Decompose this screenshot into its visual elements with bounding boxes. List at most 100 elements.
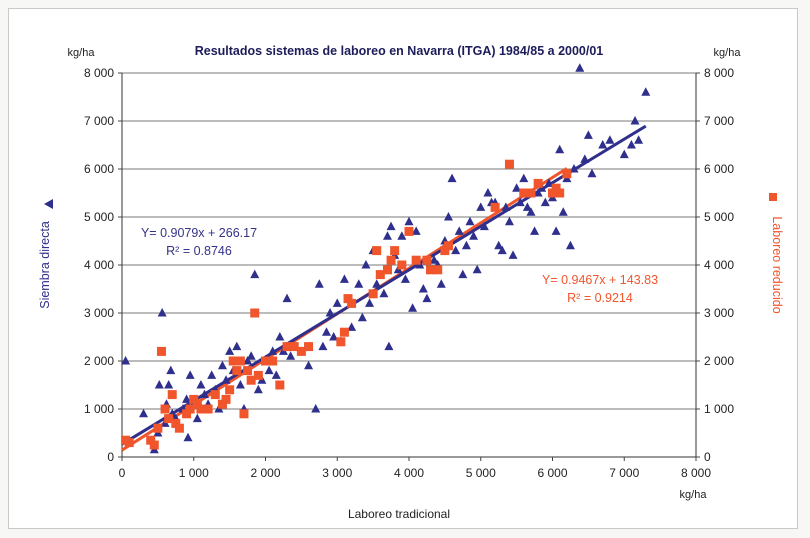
siembra-directa-point <box>200 389 210 399</box>
x-tick-label: 8 000 <box>681 466 711 480</box>
laboreo-reducido-point <box>390 246 400 256</box>
x-tick-label: 1 000 <box>179 466 209 480</box>
siembra-directa-point <box>526 207 536 216</box>
siembra-directa-point <box>357 312 367 322</box>
laboreo-reducido-point <box>504 159 514 169</box>
laboreo-reducido-point <box>372 246 382 256</box>
laboreo-reducido-point <box>433 265 443 275</box>
r2-siembra-directa: R² = 0.8746 <box>166 244 232 258</box>
siembra-directa-point <box>504 216 514 226</box>
laboreo-reducido-point <box>282 342 292 352</box>
y-right-tick-label: 4 000 <box>704 258 734 272</box>
laboreo-reducido-point <box>243 366 253 376</box>
laboreo-reducido-point <box>268 356 278 366</box>
siembra-directa-point <box>530 226 540 235</box>
siembra-directa-point <box>332 298 342 307</box>
laboreo-reducido-point <box>411 255 421 265</box>
siembra-directa-point <box>501 202 511 211</box>
siembra-directa-point <box>454 226 464 235</box>
y-right-tick-label: 6 000 <box>704 162 734 176</box>
y-left-legend-marker <box>44 199 53 209</box>
siembra-directa-point <box>154 380 164 389</box>
siembra-directa-point <box>311 404 321 413</box>
y-left-tick-label: 5 000 <box>84 210 114 224</box>
laboreo-reducido-point <box>526 188 536 198</box>
laboreo-reducido-point <box>490 202 500 212</box>
siembra-directa-point <box>354 279 364 288</box>
y-right-tick-label: 7 000 <box>704 114 734 128</box>
siembra-directa-point <box>587 168 597 178</box>
laboreo-reducido-point <box>386 255 396 265</box>
y-left-tick-label: 2 000 <box>84 354 114 368</box>
laboreo-reducido-point <box>221 394 231 404</box>
siembra-directa-point <box>575 63 585 72</box>
laboreo-reducido-point <box>519 188 529 198</box>
laboreo-reducido-point <box>368 289 378 299</box>
laboreo-reducido-point <box>160 404 170 414</box>
siembra-directa-point <box>304 360 314 370</box>
siembra-directa-point <box>386 221 396 231</box>
siembra-directa-point <box>558 207 568 216</box>
y-right-tick-label: 2 000 <box>704 354 734 368</box>
chart-title: Resultados sistemas de laboreo en Navarr… <box>195 44 604 58</box>
laboreo-reducido-point <box>146 435 156 445</box>
y-left-tick-label: 7 000 <box>84 114 114 128</box>
siembra-directa-point <box>429 255 439 264</box>
siembra-directa-point <box>479 221 489 231</box>
siembra-directa-point <box>512 183 522 192</box>
laboreo-reducido-point <box>189 394 199 404</box>
x-tick-label: 4 000 <box>394 466 424 480</box>
siembra-directa-point <box>157 308 167 317</box>
x-unit: kg/ha <box>680 489 708 501</box>
siembra-directa-point <box>508 250 518 259</box>
laboreo-reducido-point <box>182 409 192 419</box>
siembra-directa-point <box>232 341 242 351</box>
siembra-directa-point <box>569 164 579 173</box>
y-left-tick-label: 4 000 <box>84 258 114 272</box>
laboreo-reducido-point <box>382 265 392 275</box>
laboreo-reducido-point <box>153 423 163 433</box>
siembra-directa-point <box>347 322 357 331</box>
laboreo-reducido-point <box>440 246 450 256</box>
siembra-directa-point <box>626 140 636 149</box>
y-right-tick-label: 5 000 <box>704 210 734 224</box>
laboreo-reducido-point <box>228 356 238 366</box>
laboreo-reducido-point <box>246 375 256 385</box>
laboreo-reducido-point <box>253 370 263 380</box>
siembra-directa-point <box>580 154 590 163</box>
siembra-directa-point <box>365 298 375 307</box>
siembra-directa-point <box>598 140 608 149</box>
siembra-directa-point <box>379 288 389 298</box>
siembra-directa-point <box>221 375 231 384</box>
laboreo-reducido-point <box>217 399 227 409</box>
siembra-directa-point <box>465 216 475 226</box>
siembra-directa-point <box>400 274 410 283</box>
siembra-directa-point <box>384 341 394 351</box>
siembra-directa-point <box>411 226 421 235</box>
laboreo-reducido-point <box>196 404 206 414</box>
x-tick-label: 5 000 <box>466 466 496 480</box>
x-tick-label: 0 <box>119 466 126 480</box>
siembra-directa-point <box>515 197 525 207</box>
siembra-directa-point <box>483 188 493 197</box>
y-left-tick-label: 0 <box>107 450 114 464</box>
laboreo-reducido-point <box>404 226 414 236</box>
laboreo-reducido-point <box>171 418 181 428</box>
laboreo-reducido-point <box>174 423 184 433</box>
y-left-tick-label: 8 000 <box>84 66 114 80</box>
siembra-directa-point <box>217 360 227 370</box>
siembra-directa-point <box>314 279 324 288</box>
siembra-directa-point <box>494 240 504 250</box>
siembra-directa-point <box>382 231 392 240</box>
siembra-directa-point <box>182 394 192 403</box>
siembra-directa-point <box>641 87 651 96</box>
chart-frame: Resultados sistemas de laboreo en Navarr… <box>8 8 798 529</box>
siembra-directa-point <box>286 351 296 360</box>
scatter-chart: Resultados sistemas de laboreo en Navarr… <box>38 44 784 521</box>
laboreo-reducido-point <box>336 337 346 347</box>
y-left-axis-label: Siembra directa <box>38 221 52 309</box>
siembra-directa-point <box>555 144 565 154</box>
siembra-directa-point <box>164 380 174 389</box>
siembra-directa-point <box>544 178 554 187</box>
y-right-tick-label: 1 000 <box>704 402 734 416</box>
